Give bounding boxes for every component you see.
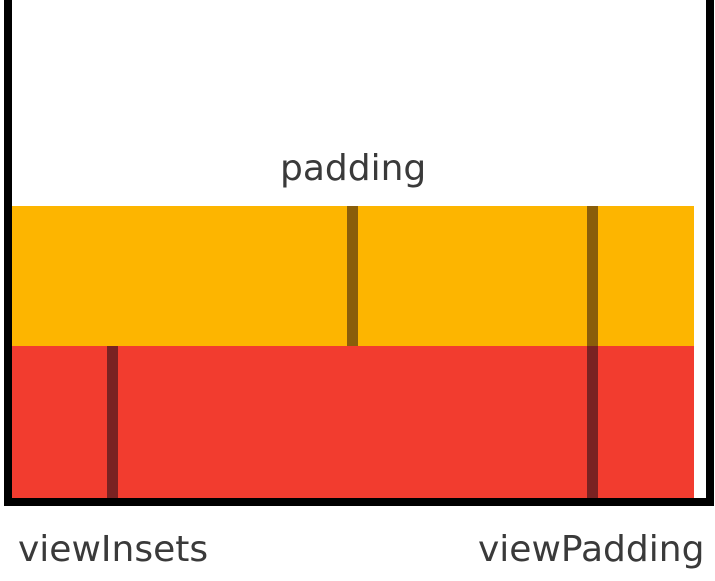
view-padding-marker-upper (587, 206, 598, 346)
view-padding-marker-lower (587, 346, 598, 498)
view-insets-label: viewInsets (18, 529, 209, 570)
screen-frame (4, 0, 714, 506)
view-insets-band (12, 346, 694, 498)
padding-label: padding (280, 148, 427, 189)
view-padding-label: viewPadding (478, 529, 705, 570)
view-insets-marker (107, 346, 118, 498)
padding-marker (347, 206, 358, 346)
